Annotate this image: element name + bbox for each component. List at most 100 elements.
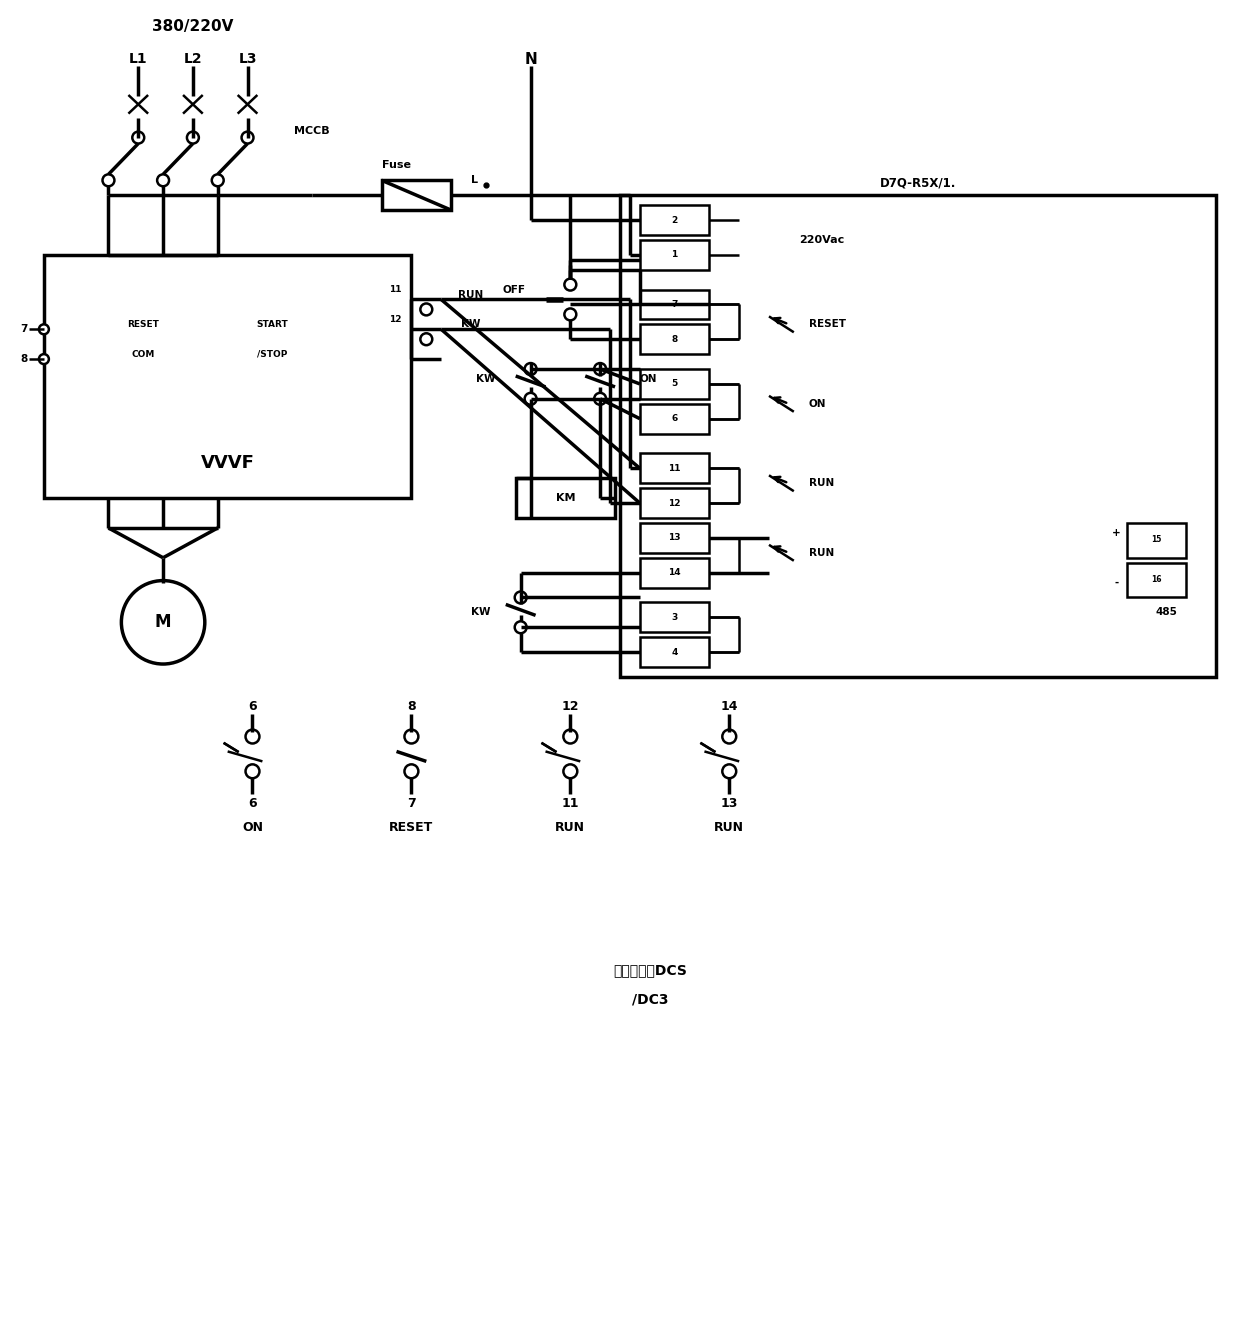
- Bar: [640, 603, 709, 632]
- Circle shape: [563, 730, 578, 743]
- Text: Fuse: Fuse: [382, 160, 410, 170]
- Circle shape: [246, 765, 259, 778]
- Bar: [516, 479, 615, 517]
- Circle shape: [122, 580, 205, 664]
- Text: /STOP: /STOP: [257, 350, 288, 358]
- Text: 12: 12: [562, 701, 579, 713]
- Circle shape: [723, 765, 737, 778]
- Circle shape: [515, 622, 527, 634]
- Text: 12: 12: [389, 314, 402, 324]
- Text: KW: KW: [476, 374, 496, 384]
- Text: L2: L2: [184, 52, 202, 66]
- Text: 12: 12: [668, 499, 681, 508]
- Bar: [382, 180, 451, 210]
- Text: RUN: RUN: [556, 821, 585, 834]
- Text: 16: 16: [1151, 575, 1162, 584]
- Text: MCCB: MCCB: [294, 126, 330, 135]
- Circle shape: [133, 131, 144, 143]
- Text: 7: 7: [407, 797, 415, 810]
- Text: 14: 14: [668, 568, 681, 578]
- Text: 6: 6: [672, 414, 678, 424]
- Circle shape: [242, 131, 253, 143]
- Text: 485: 485: [1156, 607, 1177, 618]
- Text: 380/220V: 380/220V: [153, 19, 233, 33]
- Text: ON: ON: [808, 398, 826, 409]
- Text: 13: 13: [720, 797, 738, 810]
- Text: 14: 14: [720, 701, 738, 713]
- Text: START: START: [257, 320, 288, 329]
- Circle shape: [404, 730, 418, 743]
- Bar: [640, 205, 709, 235]
- Circle shape: [564, 309, 577, 321]
- Bar: [640, 488, 709, 517]
- Text: 11: 11: [389, 285, 402, 294]
- Text: RUN: RUN: [459, 290, 484, 299]
- Text: 8: 8: [672, 334, 678, 344]
- Circle shape: [212, 174, 223, 186]
- Text: 5: 5: [672, 380, 678, 389]
- Circle shape: [564, 278, 577, 290]
- Text: COM: COM: [131, 350, 155, 358]
- Circle shape: [38, 354, 48, 364]
- Bar: [640, 523, 709, 552]
- Text: L: L: [471, 175, 477, 186]
- Text: 6: 6: [248, 797, 257, 810]
- Text: 去变频器去DCS: 去变频器去DCS: [613, 963, 687, 977]
- Bar: [43, 255, 412, 499]
- Bar: [640, 453, 709, 483]
- Circle shape: [723, 730, 737, 743]
- Text: 4: 4: [671, 647, 678, 656]
- Circle shape: [157, 174, 169, 186]
- Text: KW: KW: [461, 320, 481, 329]
- Text: 220Vac: 220Vac: [799, 235, 844, 245]
- Circle shape: [594, 393, 606, 405]
- Bar: [640, 404, 709, 433]
- Text: /DC3: /DC3: [631, 993, 668, 1007]
- Text: 3: 3: [672, 612, 678, 622]
- Text: KW: KW: [471, 607, 491, 618]
- Text: D7Q-R5X/1.: D7Q-R5X/1.: [880, 176, 956, 190]
- Text: RESET: RESET: [128, 320, 159, 329]
- Bar: [640, 239, 709, 270]
- Text: L3: L3: [238, 52, 257, 66]
- Bar: [640, 325, 709, 354]
- Circle shape: [420, 333, 433, 345]
- Text: RUN: RUN: [808, 548, 835, 558]
- Circle shape: [404, 765, 418, 778]
- Text: 11: 11: [668, 464, 681, 473]
- Bar: [1127, 523, 1187, 558]
- Circle shape: [525, 364, 537, 374]
- Circle shape: [525, 393, 537, 405]
- Text: 8: 8: [407, 701, 415, 713]
- Text: 1: 1: [672, 250, 678, 259]
- Text: 15: 15: [1151, 535, 1162, 544]
- Circle shape: [187, 131, 198, 143]
- Bar: [640, 290, 709, 320]
- Circle shape: [246, 730, 259, 743]
- Circle shape: [594, 364, 606, 374]
- Bar: [1127, 563, 1187, 598]
- Text: +: +: [1112, 528, 1121, 537]
- Text: 11: 11: [562, 797, 579, 810]
- Text: RUN: RUN: [808, 479, 835, 488]
- Text: 7: 7: [671, 299, 678, 309]
- Text: 7: 7: [20, 325, 27, 334]
- Text: L1: L1: [129, 52, 148, 66]
- Text: -: -: [1115, 578, 1118, 587]
- Circle shape: [563, 765, 578, 778]
- Text: RESET: RESET: [389, 821, 434, 834]
- Text: N: N: [525, 52, 537, 67]
- Text: 13: 13: [668, 533, 681, 543]
- Bar: [640, 369, 709, 398]
- Text: 2: 2: [672, 215, 678, 225]
- Text: 6: 6: [248, 701, 257, 713]
- Text: VVVF: VVVF: [201, 455, 254, 472]
- Text: 8: 8: [20, 354, 27, 364]
- Circle shape: [515, 591, 527, 603]
- Text: M: M: [155, 614, 171, 631]
- Text: KM: KM: [556, 493, 575, 503]
- Text: ON: ON: [640, 374, 657, 384]
- Text: RESET: RESET: [808, 320, 846, 329]
- Bar: [640, 558, 709, 587]
- Text: RUN: RUN: [714, 821, 744, 834]
